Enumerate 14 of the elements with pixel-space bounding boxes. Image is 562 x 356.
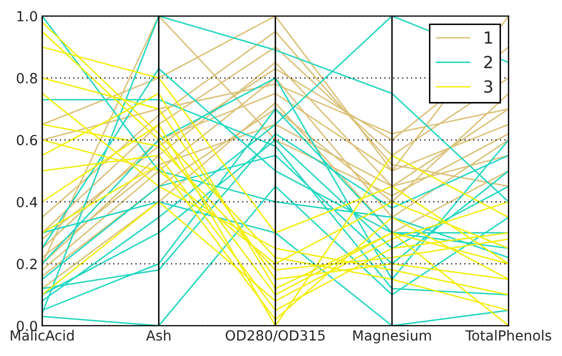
legend-label: 2 [484,56,492,68]
y-tick-label: 0.0 [16,320,38,332]
y-tick-label: 0.6 [16,134,38,146]
y-tick-label: 0.8 [16,72,38,84]
legend-label: 1 [484,32,492,44]
x-tick-label: OD280/OD315 [226,330,325,342]
x-tick-label: Ash [146,330,170,341]
x-tick-label: Magnesium [353,330,431,344]
x-tick-label: TotalPhenols [465,330,552,341]
legend-label: 3 [484,80,492,93]
x-tick-label: MalicAcid [10,330,74,341]
y-tick-label: 1.0 [17,10,38,22]
y-tick-label: 0.2 [16,258,37,270]
y-tick-label: 0.4 [16,196,38,208]
